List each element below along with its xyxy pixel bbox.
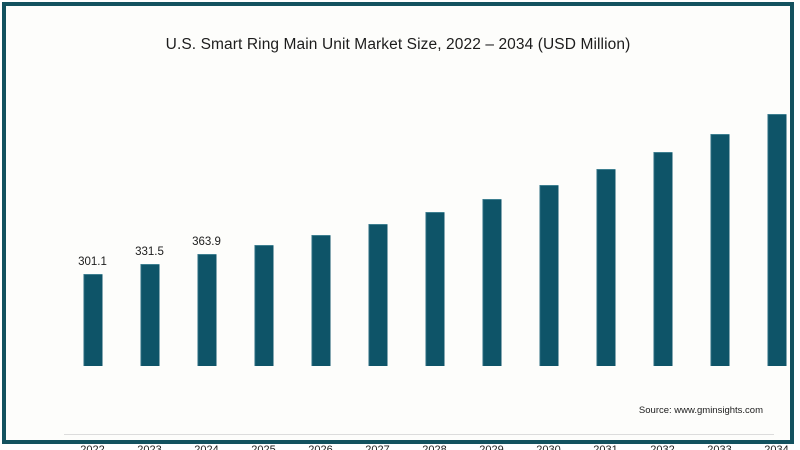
bar-slot [748,8,800,366]
x-axis-tick-label: 2029 [479,444,504,450]
x-axis-tick-label: 2026 [308,444,333,450]
source-attribution: Source: www.gminsights.com [638,405,763,416]
x-axis-tick-label: 2034 [764,444,789,450]
x-axis-tick-label: 2028 [422,444,447,450]
bar-slot: 331.5 [121,8,178,366]
x-axis-tick-label: 2025 [251,444,276,450]
chart-title: U.S. Smart Ring Main Unit Market Size, 2… [165,36,631,53]
bar-slot [406,8,463,366]
bar[interactable] [425,212,444,366]
bar-slot: 301.1 [64,8,121,366]
bar-slot [349,8,406,366]
x-axis-tick-label: 2022 [80,444,105,450]
bar-slot [634,8,691,366]
plot-area: 301.1 331.5 363.9 2022 2023 2024 2025 2026 2027… [34,76,789,450]
bar-slot [292,8,349,366]
bar-slot [235,8,292,366]
bar[interactable] [83,274,102,366]
x-axis-tick-label: 2023 [137,444,162,450]
bar-slot [463,8,520,366]
bar[interactable] [596,169,615,366]
bar[interactable] [197,254,216,366]
bar-slot [577,8,634,366]
bar-value-label: 331.5 [135,246,164,258]
bar-value-label: 363.9 [192,236,221,248]
bar[interactable] [710,134,729,366]
bar[interactable] [767,114,786,366]
bar[interactable] [254,245,273,366]
x-axis-tick-label: 2027 [365,444,390,450]
bar-value-label: 301.1 [78,256,107,268]
bar[interactable] [140,264,159,366]
x-axis-tick-label: 2033 [707,444,732,450]
bar-slot [691,8,748,366]
x-axis-tick-label: 2024 [194,444,219,450]
x-axis-tick-label: 2031 [593,444,618,450]
bar[interactable] [482,199,501,366]
bar[interactable] [653,152,672,366]
bar[interactable] [311,235,330,366]
bar-slot: 363.9 [178,8,235,366]
bar[interactable] [368,224,387,366]
x-axis-line [64,434,774,435]
bar[interactable] [539,185,558,366]
bar-slot [520,8,577,366]
x-axis-tick-label: 2030 [536,444,561,450]
x-axis-tick-label: 2032 [650,444,675,450]
